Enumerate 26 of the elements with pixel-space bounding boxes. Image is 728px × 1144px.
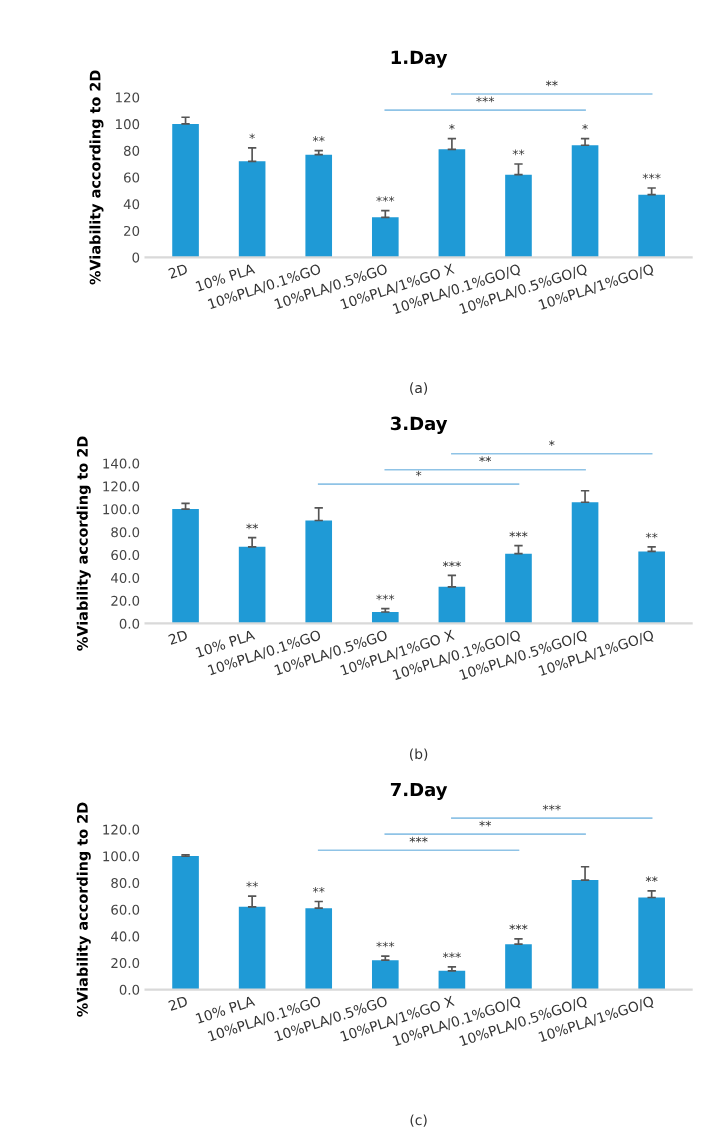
bar xyxy=(438,149,466,258)
bar xyxy=(371,960,399,990)
bar xyxy=(438,970,466,990)
bar xyxy=(172,509,199,624)
bar xyxy=(438,586,466,624)
bar xyxy=(238,546,266,624)
bar xyxy=(371,217,399,258)
chart-title: 1.Day xyxy=(391,50,448,68)
bar xyxy=(172,856,199,990)
bar xyxy=(638,194,665,258)
bar xyxy=(172,123,199,258)
chart-title: 3.Day xyxy=(390,416,448,434)
bar xyxy=(571,145,599,258)
bar xyxy=(638,551,665,624)
bar xyxy=(638,897,665,990)
bar xyxy=(505,174,532,258)
bar xyxy=(305,154,333,258)
bar xyxy=(571,880,599,990)
bar xyxy=(238,161,266,258)
bar xyxy=(238,906,266,990)
bar xyxy=(305,520,333,624)
bar xyxy=(571,502,599,624)
chart-title: 7.Day xyxy=(390,782,448,800)
bar xyxy=(505,944,532,990)
bar xyxy=(505,553,532,624)
bar xyxy=(305,908,333,990)
